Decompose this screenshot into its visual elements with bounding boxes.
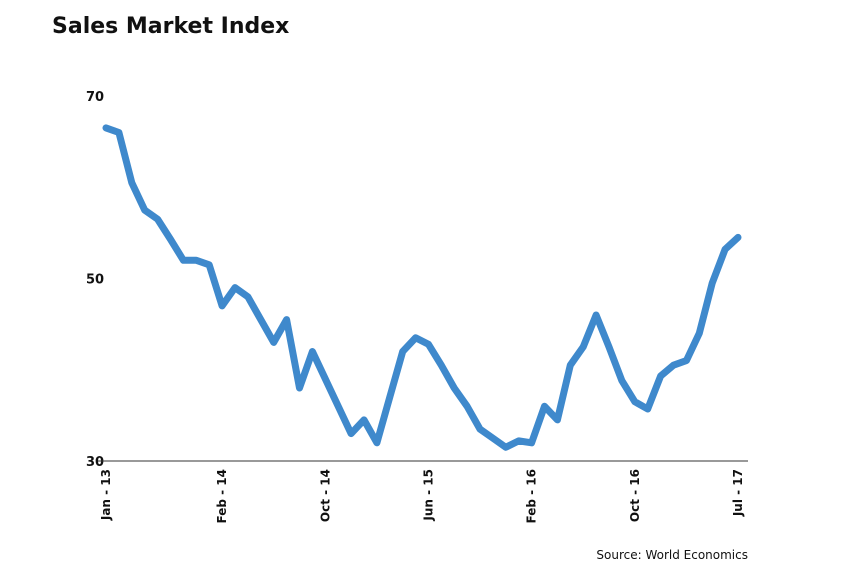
data-point [657, 373, 664, 380]
data-point [360, 416, 367, 423]
data-point [451, 385, 458, 391]
series-layer [102, 124, 742, 451]
data-point [322, 375, 329, 382]
data-point [231, 284, 238, 291]
data-point [154, 216, 161, 223]
data-point [709, 280, 716, 287]
data-point [296, 385, 303, 391]
data-point [348, 430, 355, 437]
data-point [593, 312, 600, 318]
x-axis-ticks: Jan - 13 Feb - 14 Oct - 14 Jun - 15 Feb - 16… [99, 469, 745, 523]
data-point [515, 437, 522, 444]
data-point [425, 341, 432, 348]
data-point [696, 330, 703, 337]
data-point [489, 435, 496, 442]
data-point [735, 234, 741, 241]
y-tick-label: 70 [86, 90, 104, 105]
data-point [477, 426, 484, 433]
data-point [193, 257, 200, 264]
data-point [541, 403, 548, 410]
data-point [180, 257, 187, 264]
data-point [412, 334, 419, 341]
y-tick-label: 50 [86, 273, 104, 288]
chart-title: Sales Market Index [52, 14, 290, 39]
data-point [567, 362, 574, 369]
data-point [438, 362, 445, 369]
x-tick-label: Oct - 14 [318, 469, 332, 522]
data-point [373, 439, 380, 446]
data-point [399, 348, 406, 355]
data-point [644, 405, 651, 412]
data-point [309, 348, 316, 355]
data-point [670, 362, 677, 369]
data-point [502, 444, 509, 451]
x-tick-label: Jul - 17 [731, 469, 745, 517]
data-point [631, 398, 638, 405]
data-point [206, 261, 213, 268]
data-point [464, 403, 471, 410]
data-point [606, 343, 613, 350]
data-point [270, 339, 277, 346]
x-tick-label: Feb - 14 [215, 469, 229, 523]
y-tick-label: 30 [86, 455, 104, 470]
y-axis-ticks: 30 50 70 [86, 90, 104, 470]
data-point [386, 394, 393, 401]
data-point [528, 439, 535, 446]
data-point [167, 236, 174, 243]
x-tick-label: Jun - 15 [421, 469, 435, 522]
data-point [128, 179, 135, 186]
x-tick-label: Jan - 13 [99, 469, 113, 521]
series-line [102, 124, 742, 451]
data-point [283, 316, 290, 323]
data-point [335, 403, 342, 410]
data-point [103, 124, 109, 131]
x-tick-label: Feb - 16 [525, 469, 539, 523]
data-point [141, 207, 148, 214]
data-point [244, 293, 251, 300]
data-point [683, 357, 690, 364]
data-point [580, 343, 587, 350]
x-tick-label: Oct - 16 [628, 469, 642, 522]
data-point [722, 246, 729, 253]
data-point [257, 316, 264, 323]
data-point [115, 129, 122, 136]
data-point [618, 377, 625, 384]
data-point [554, 416, 561, 423]
source-note: Source: World Economics [596, 548, 748, 562]
data-point [219, 302, 226, 309]
